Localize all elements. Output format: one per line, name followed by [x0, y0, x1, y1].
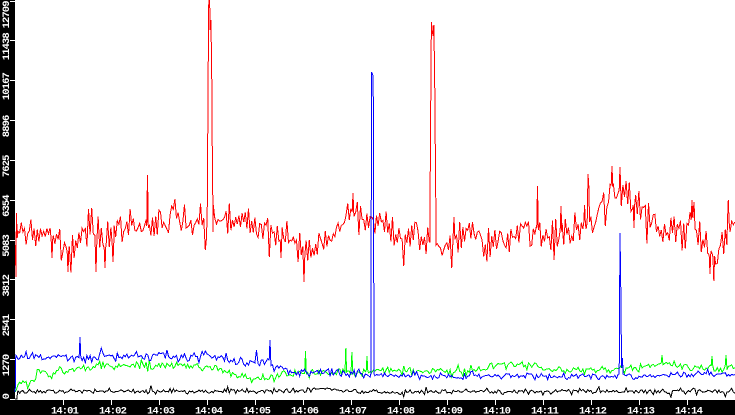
svg-text:6354: 6354 — [1, 195, 13, 217]
svg-text:14:07: 14:07 — [339, 406, 367, 415]
svg-text:14:13: 14:13 — [627, 406, 655, 415]
svg-text:14:10: 14:10 — [483, 406, 511, 415]
svg-text:0: 0 — [1, 393, 13, 399]
svg-text:10167: 10167 — [1, 73, 13, 101]
svg-text:11438: 11438 — [1, 33, 13, 61]
svg-text:14:12: 14:12 — [579, 406, 607, 415]
svg-text:14:11: 14:11 — [531, 406, 559, 415]
svg-text:14:02: 14:02 — [99, 406, 127, 415]
svg-text:14:09: 14:09 — [435, 406, 463, 415]
svg-text:12709: 12709 — [1, 1, 13, 29]
svg-text:14:05: 14:05 — [243, 406, 271, 415]
svg-text:5083: 5083 — [1, 235, 13, 257]
svg-text:14:04: 14:04 — [195, 406, 223, 415]
svg-text:1270: 1270 — [1, 354, 13, 376]
svg-text:2541: 2541 — [1, 314, 13, 336]
svg-text:14:01: 14:01 — [51, 406, 79, 415]
svg-text:14:14: 14:14 — [675, 406, 703, 415]
svg-text:14:03: 14:03 — [147, 406, 175, 415]
svg-text:8896: 8896 — [1, 115, 13, 137]
svg-text:3812: 3812 — [1, 274, 13, 296]
svg-text:7625: 7625 — [1, 155, 13, 177]
svg-text:14:08: 14:08 — [387, 406, 415, 415]
svg-text:14:06: 14:06 — [291, 406, 319, 415]
